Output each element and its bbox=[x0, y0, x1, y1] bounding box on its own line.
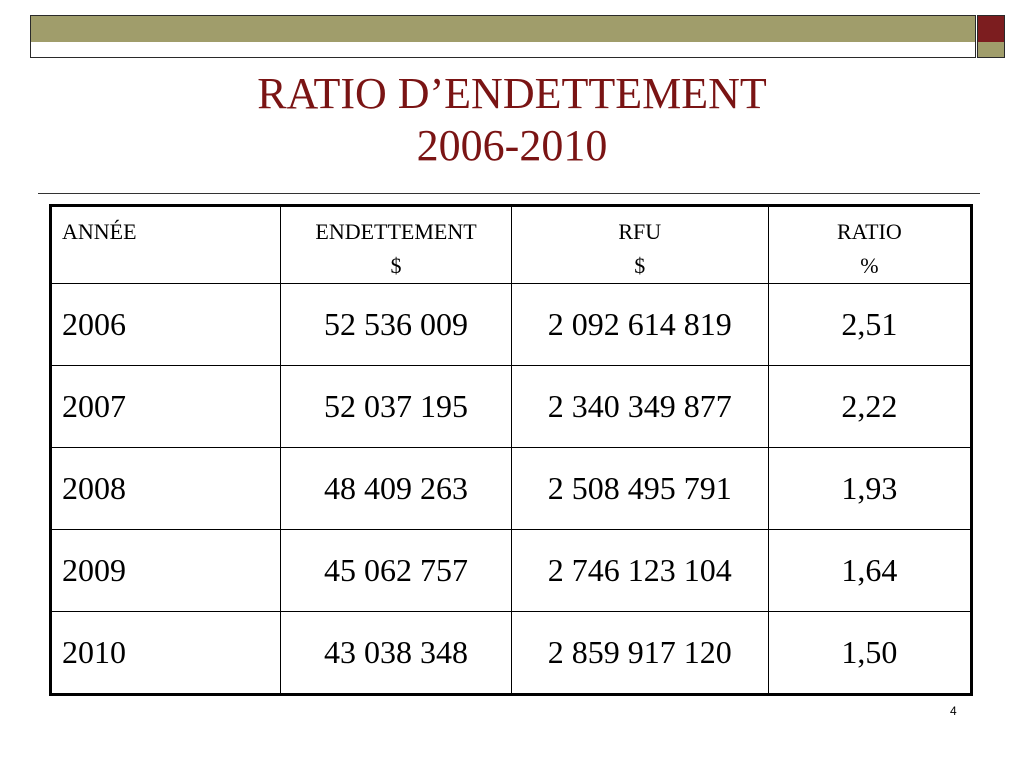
table-row: 2009 45 062 757 2 746 123 104 1,64 bbox=[49, 529, 973, 612]
table-row: 2010 43 038 348 2 859 917 120 1,50 bbox=[49, 611, 973, 695]
cell-year: 2006 bbox=[49, 283, 282, 366]
table-row: 2006 52 536 009 2 092 614 819 2,51 bbox=[49, 283, 973, 366]
cell-year: 2010 bbox=[49, 611, 282, 695]
cell-rfu: 2 340 349 877 bbox=[510, 365, 769, 448]
cell-endettement: 48 409 263 bbox=[280, 447, 512, 530]
cell-year: 2009 bbox=[49, 529, 282, 612]
cell-rfu: 2 508 495 791 bbox=[510, 447, 769, 530]
header-annee: ANNÉE bbox=[49, 205, 282, 284]
slide-title-line-1: RATIO D’ENDETTEMENT bbox=[257, 69, 767, 118]
table-header-row: ANNÉE ENDETTEMENT $ RFU $ RATIO % bbox=[49, 205, 973, 284]
header-bar-stripe bbox=[30, 42, 976, 58]
cell-ratio: 2,22 bbox=[767, 365, 973, 448]
cell-rfu: 2 859 917 120 bbox=[510, 611, 769, 695]
slide-title-line-2: 2006-2010 bbox=[416, 121, 608, 170]
cell-rfu: 2 746 123 104 bbox=[510, 529, 769, 612]
cell-endettement: 52 536 009 bbox=[280, 283, 512, 366]
debt-ratio-table: ANNÉE ENDETTEMENT $ RFU $ RATIO % 2006 5… bbox=[49, 204, 973, 696]
title-divider bbox=[38, 193, 980, 194]
slide-title: RATIO D’ENDETTEMENT 2006-2010 bbox=[0, 68, 1024, 172]
cell-ratio: 2,51 bbox=[767, 283, 973, 366]
page-number: 4 bbox=[950, 704, 957, 718]
header-endettement: ENDETTEMENT $ bbox=[280, 205, 512, 284]
header-ratio: RATIO % bbox=[767, 205, 973, 284]
table-row: 2008 48 409 263 2 508 495 791 1,93 bbox=[49, 447, 973, 530]
cell-ratio: 1,64 bbox=[767, 529, 973, 612]
cell-ratio: 1,50 bbox=[767, 611, 973, 695]
cell-endettement: 43 038 348 bbox=[280, 611, 512, 695]
cell-rfu: 2 092 614 819 bbox=[510, 283, 769, 366]
cell-endettement: 52 037 195 bbox=[280, 365, 512, 448]
header-corner-olive-square bbox=[977, 42, 1005, 58]
table-row: 2007 52 037 195 2 340 349 877 2,22 bbox=[49, 365, 973, 448]
header-rfu: RFU $ bbox=[510, 205, 769, 284]
header-corner-red-square bbox=[977, 15, 1005, 43]
cell-year: 2007 bbox=[49, 365, 282, 448]
header-bar-olive bbox=[30, 15, 976, 43]
cell-endettement: 45 062 757 bbox=[280, 529, 512, 612]
cell-ratio: 1,93 bbox=[767, 447, 973, 530]
cell-year: 2008 bbox=[49, 447, 282, 530]
